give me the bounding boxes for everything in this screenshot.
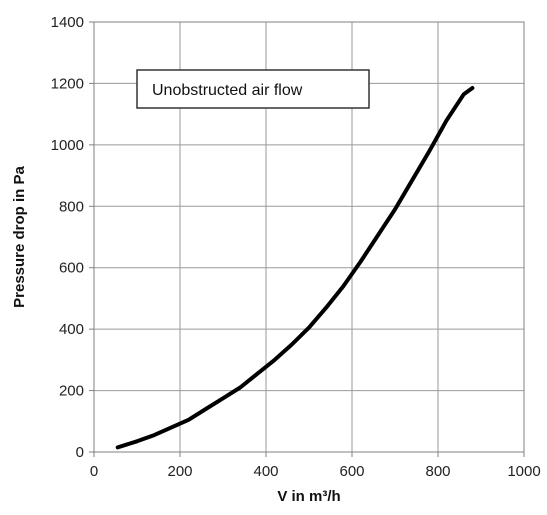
y-tick-label-7: 1400 [51, 14, 84, 31]
y-tick-label-4: 800 [59, 198, 84, 215]
y-axis-ticks: 0 200 400 600 800 1000 1200 1400 [51, 14, 94, 461]
y-tick-label-5: 1000 [51, 137, 84, 154]
x-axis-title: V in m³/h [277, 488, 340, 505]
x-tick-label-0: 0 [90, 463, 98, 480]
x-tick-label-2: 400 [253, 463, 278, 480]
series-group [115, 86, 475, 450]
y-tick-label-1: 200 [59, 383, 84, 400]
y-tick-label-3: 600 [59, 260, 84, 277]
x-axis-ticks: 0 200 400 600 800 1000 [90, 452, 541, 480]
y-axis-title: Pressure drop in Pa [11, 165, 28, 307]
y-tick-label-6: 1200 [51, 75, 84, 92]
plot-area-border [93, 21, 525, 453]
annotation-box: Unobstructed air flow [136, 69, 370, 109]
x-tick-label-5: 1000 [507, 463, 540, 480]
y-tick-label-2: 400 [59, 321, 84, 338]
annotation-frame [136, 69, 370, 109]
x-tick-label-3: 600 [339, 463, 364, 480]
y-tick-label-0: 0 [76, 444, 84, 461]
x-tick-label-4: 800 [425, 463, 450, 480]
x-tick-label-1: 200 [167, 463, 192, 480]
annotation-label: Unobstructed air flow [152, 82, 303, 99]
series-line-0 [115, 86, 475, 450]
